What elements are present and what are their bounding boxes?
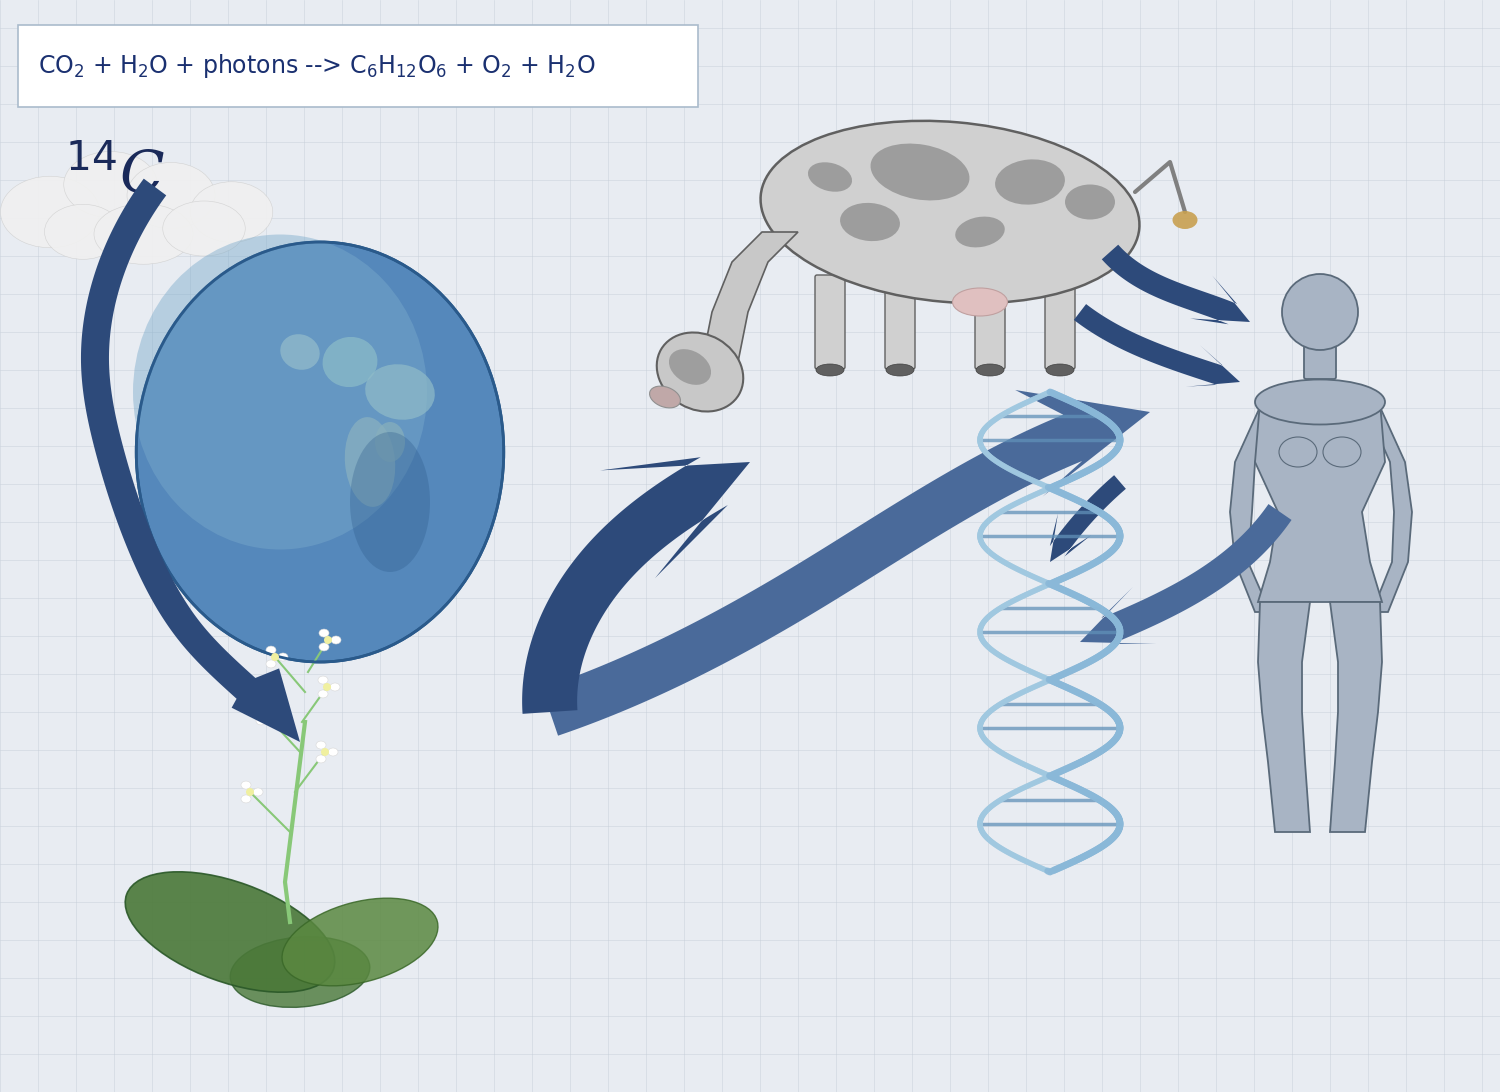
Ellipse shape (816, 364, 844, 376)
Ellipse shape (1046, 364, 1074, 376)
Ellipse shape (669, 349, 711, 384)
Polygon shape (522, 458, 750, 714)
Ellipse shape (266, 646, 276, 654)
Polygon shape (1368, 407, 1411, 612)
Polygon shape (542, 390, 1150, 736)
Circle shape (321, 748, 328, 756)
Polygon shape (1074, 304, 1240, 387)
Circle shape (261, 710, 268, 719)
Ellipse shape (870, 143, 969, 201)
FancyBboxPatch shape (18, 25, 698, 107)
Ellipse shape (256, 703, 265, 711)
Circle shape (272, 653, 279, 661)
Ellipse shape (162, 201, 246, 256)
Ellipse shape (1065, 185, 1114, 219)
Ellipse shape (282, 898, 438, 986)
Ellipse shape (1323, 437, 1360, 467)
FancyBboxPatch shape (1046, 275, 1076, 369)
Ellipse shape (242, 781, 250, 790)
Ellipse shape (136, 242, 504, 662)
Ellipse shape (316, 741, 326, 749)
Circle shape (1282, 274, 1358, 351)
Ellipse shape (128, 163, 214, 228)
FancyBboxPatch shape (975, 275, 1005, 369)
Ellipse shape (760, 121, 1140, 304)
Ellipse shape (318, 690, 328, 698)
Ellipse shape (268, 710, 278, 719)
Ellipse shape (278, 653, 288, 661)
Polygon shape (1050, 475, 1126, 562)
Ellipse shape (254, 788, 262, 796)
Circle shape (246, 788, 254, 796)
Ellipse shape (318, 676, 328, 684)
Ellipse shape (242, 795, 250, 803)
Polygon shape (1330, 602, 1382, 832)
Ellipse shape (994, 159, 1065, 204)
Ellipse shape (1256, 380, 1384, 425)
Ellipse shape (316, 755, 326, 763)
Ellipse shape (256, 717, 265, 725)
Ellipse shape (1173, 211, 1197, 229)
FancyBboxPatch shape (815, 275, 844, 369)
Ellipse shape (1280, 437, 1317, 467)
Ellipse shape (230, 937, 370, 1008)
Ellipse shape (364, 365, 435, 419)
Ellipse shape (0, 176, 99, 248)
Ellipse shape (350, 432, 430, 572)
Polygon shape (1230, 407, 1275, 612)
Polygon shape (1080, 505, 1292, 644)
Ellipse shape (840, 203, 900, 241)
Ellipse shape (190, 181, 273, 242)
Ellipse shape (63, 152, 158, 217)
Ellipse shape (952, 288, 1008, 316)
Polygon shape (1256, 402, 1384, 602)
FancyBboxPatch shape (885, 275, 915, 369)
Text: $^{14}$C: $^{14}$C (64, 149, 165, 205)
Ellipse shape (266, 660, 276, 668)
Ellipse shape (320, 643, 328, 651)
Polygon shape (702, 232, 798, 363)
Ellipse shape (134, 235, 427, 549)
Ellipse shape (45, 204, 122, 259)
Ellipse shape (332, 636, 340, 644)
Polygon shape (81, 179, 300, 741)
Ellipse shape (124, 871, 334, 993)
Ellipse shape (956, 216, 1005, 248)
Ellipse shape (657, 332, 742, 412)
Ellipse shape (375, 422, 405, 462)
Polygon shape (1102, 245, 1250, 324)
Polygon shape (1258, 602, 1310, 832)
Ellipse shape (328, 748, 338, 756)
Ellipse shape (330, 682, 340, 691)
Ellipse shape (808, 163, 852, 192)
Text: CO$_2$ + H$_2$O + photons --> C$_6$H$_{12}$O$_6$ + O$_2$ + H$_2$O: CO$_2$ + H$_2$O + photons --> C$_6$H$_{1… (38, 52, 596, 80)
Circle shape (324, 636, 332, 644)
FancyBboxPatch shape (1304, 340, 1336, 379)
Circle shape (322, 682, 332, 691)
Ellipse shape (322, 337, 378, 387)
Ellipse shape (976, 364, 1004, 376)
Ellipse shape (886, 364, 914, 376)
Ellipse shape (280, 334, 320, 370)
Ellipse shape (650, 387, 681, 408)
Ellipse shape (345, 417, 394, 507)
Ellipse shape (320, 629, 328, 637)
Ellipse shape (94, 204, 194, 264)
